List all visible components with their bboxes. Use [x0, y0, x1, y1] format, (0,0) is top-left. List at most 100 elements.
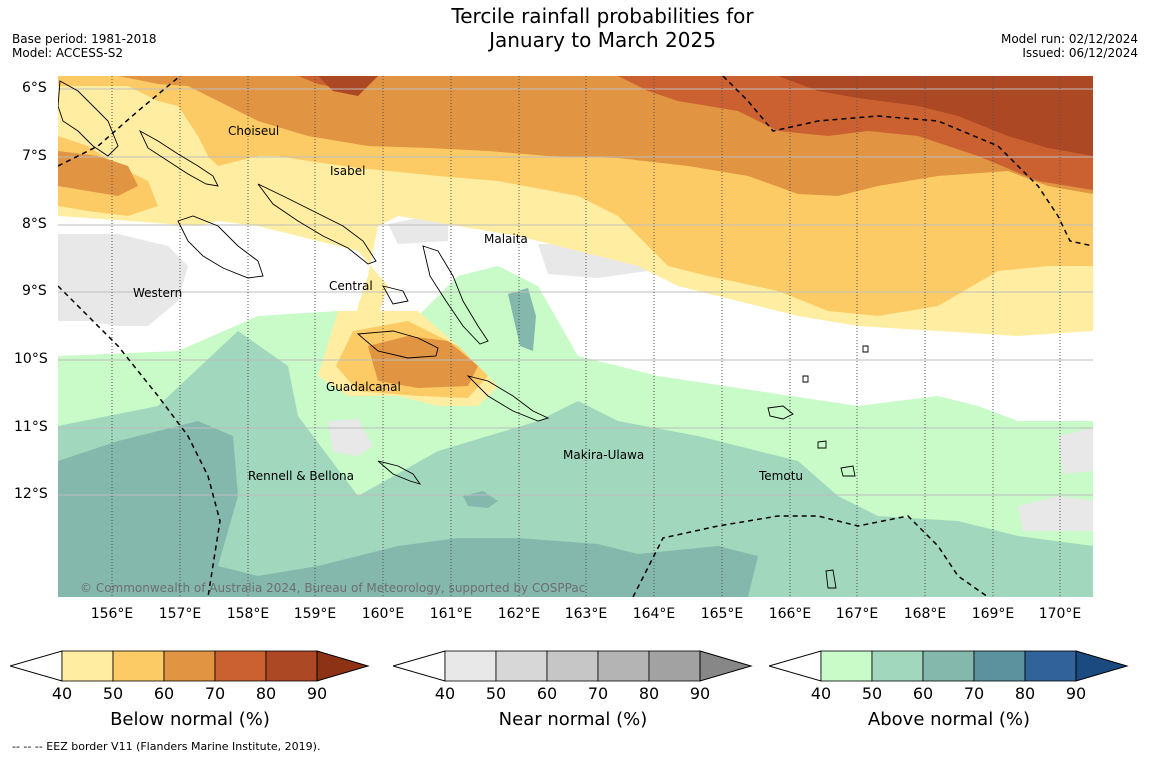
below-swatch-80 — [265, 650, 318, 682]
base-period: Base period: 1981-2018 — [12, 32, 157, 46]
lat-label-9s: 9°S — [22, 283, 47, 299]
temotu-outline-3 — [840, 465, 856, 477]
above-tick-60: 60 — [912, 684, 934, 703]
near-swatch-40 — [444, 650, 497, 682]
near-tick-90: 90 — [689, 684, 711, 703]
lon-label-165e: 165°E — [700, 606, 744, 622]
lon-label-166e: 166°E — [768, 606, 812, 622]
lon-label-162e: 162°E — [497, 606, 541, 622]
above-tick-40: 40 — [810, 684, 832, 703]
lon-label-156e: 156°E — [90, 606, 134, 622]
lat-label-10s: 10°S — [14, 351, 48, 367]
near-swatch-80 — [648, 650, 701, 682]
region-label-western: Western — [133, 286, 182, 300]
below-80-region — [778, 76, 1093, 156]
above-swatch-50 — [871, 650, 924, 682]
lon-label-168e: 168°E — [903, 606, 947, 622]
lon-label-170e: 170°E — [1038, 606, 1082, 622]
central-islands-outline — [382, 285, 409, 305]
island-outlines — [58, 80, 869, 589]
region-label-guadalcanal: Guadalcanal — [326, 380, 401, 394]
near-40-farE — [1058, 428, 1093, 474]
below-swatch-40 — [61, 650, 114, 682]
above-50-region — [58, 331, 1093, 597]
near-arrow-max — [699, 650, 753, 682]
above-tick-80: 80 — [1014, 684, 1036, 703]
choiseul-outline — [138, 129, 219, 187]
lat-label-12s: 12°S — [14, 486, 48, 502]
below-tick-90: 90 — [306, 684, 328, 703]
near-tick-50: 50 — [485, 684, 507, 703]
rennell-outline — [377, 460, 422, 485]
eez-legend-note: -- -- -- EEZ border V11 (Flanders Marine… — [12, 740, 321, 753]
lon-label-158e: 158°E — [226, 606, 270, 622]
region-label-central: Central — [329, 279, 373, 293]
region-label-isabel: Isabel — [330, 164, 365, 178]
region-label-rennell: Rennell & Bellona — [248, 469, 354, 483]
above-arrow-max — [1075, 650, 1129, 682]
above-tick-70: 70 — [963, 684, 985, 703]
lat-gridlines — [58, 88, 1093, 496]
lon-label-159e: 159°E — [293, 606, 337, 622]
lat-label-8s: 8°S — [22, 216, 47, 232]
above-swatch-80 — [1024, 650, 1077, 682]
model-run: Model run: 02/12/2024 — [1000, 32, 1138, 46]
map-title-line2: January to March 2025 — [489, 28, 716, 52]
near-tick-40: 40 — [434, 684, 456, 703]
below-swatch-70 — [214, 650, 267, 682]
lon-label-167e: 167°E — [835, 606, 879, 622]
new-georgia-outline — [177, 215, 264, 279]
above-swatch-60 — [922, 650, 975, 682]
below-tick-50: 50 — [102, 684, 124, 703]
issued-date: Issued: 06/12/2024 — [1022, 46, 1138, 60]
near-tick-80: 80 — [638, 684, 660, 703]
map-title-line1: Tercile rainfall probabilities for — [451, 4, 754, 28]
eez-border — [58, 76, 1093, 597]
temotu-outline-2 — [817, 440, 827, 449]
below-tick-80: 80 — [255, 684, 277, 703]
below-80-small — [318, 76, 378, 96]
model-name: Model: ACCESS-S2 — [12, 46, 124, 60]
below-arrow-max — [316, 650, 370, 682]
region-label-makira: Makira-Ulawa — [563, 448, 644, 462]
below-arrow-min — [10, 650, 63, 682]
below-tick-60: 60 — [153, 684, 175, 703]
above-swatch-70 — [973, 650, 1026, 682]
near-tick-60: 60 — [536, 684, 558, 703]
colorbar-near-normal — [393, 650, 753, 682]
region-label-malaita: Malaita — [484, 232, 528, 246]
map-panel: Choiseul Isabel Malaita Western Central … — [58, 76, 1093, 597]
copyright-text: © Commonwealth of Australia 2024, Bureau… — [80, 581, 585, 595]
colorbar-title-near: Near normal (%) — [498, 709, 648, 730]
below-swatch-60 — [163, 650, 216, 682]
near-40-west — [58, 234, 188, 326]
above-tick-50: 50 — [861, 684, 883, 703]
above-tick-90: 90 — [1065, 684, 1087, 703]
lat-label-11s: 11°S — [14, 419, 48, 435]
colorbar-title-below: Below normal (%) — [110, 709, 270, 730]
region-label-choiseul: Choiseul — [228, 124, 279, 138]
above-swatch-40 — [820, 650, 873, 682]
near-swatch-70 — [597, 650, 650, 682]
below-tick-40: 40 — [51, 684, 73, 703]
small-islet-1 — [802, 375, 809, 383]
makira-outline — [466, 375, 550, 422]
lat-label-7s: 7°S — [22, 148, 47, 164]
lon-label-161e: 161°E — [429, 606, 473, 622]
lon-label-169e: 169°E — [971, 606, 1015, 622]
malaita-outline — [422, 245, 489, 345]
temotu-outline-1 — [767, 405, 794, 420]
colorbar-below-normal — [10, 650, 370, 682]
below-60-west — [58, 151, 138, 196]
lon-label-164e: 164°E — [632, 606, 676, 622]
near-swatch-50 — [495, 650, 548, 682]
lon-label-157e: 157°E — [158, 606, 202, 622]
above-60-region — [58, 421, 758, 597]
guadalcanal-outline — [356, 330, 439, 359]
region-label-temotu: Temotu — [758, 469, 803, 483]
lon-label-160e: 160°E — [361, 606, 405, 622]
below-swatch-50 — [112, 650, 165, 682]
near-tick-70: 70 — [587, 684, 609, 703]
colorbar-above-normal — [769, 650, 1129, 682]
colorbar-title-above: Above normal (%) — [867, 709, 1031, 730]
